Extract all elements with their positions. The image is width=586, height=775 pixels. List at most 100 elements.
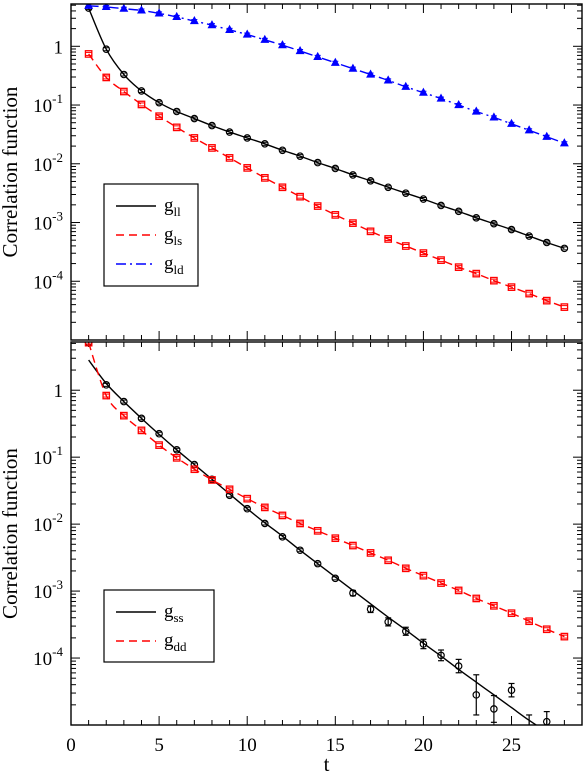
- y-tick-label: 10-1: [33, 443, 63, 469]
- data-point: [401, 189, 410, 197]
- data-point: [137, 87, 146, 95]
- data-point: [366, 227, 375, 236]
- data-point: [330, 57, 340, 66]
- data-point: [383, 75, 393, 84]
- data-point: [295, 45, 305, 55]
- data-point: [507, 283, 516, 291]
- data-point: [437, 651, 445, 660]
- data-point: [120, 70, 128, 79]
- series-gll: [84, 4, 569, 253]
- chart-panel-1: 10-4 10-3 10-2 10-1 1 Correlation function gll…: [0, 3, 583, 341]
- data-point: [207, 20, 217, 29]
- data-point: [454, 662, 463, 670]
- data-point: [419, 249, 428, 257]
- data-point: [137, 100, 146, 109]
- data-point: [490, 601, 498, 610]
- data-point: [172, 446, 181, 454]
- data-point: [84, 4, 94, 9]
- data-point: [120, 87, 128, 96]
- data-point: [243, 134, 252, 142]
- data-point: [278, 40, 287, 49]
- data-point: [119, 4, 129, 12]
- data-point: [366, 605, 375, 613]
- data-point: [313, 202, 322, 210]
- data-point: [384, 235, 393, 243]
- data-point: [155, 441, 163, 449]
- data-point: [102, 73, 111, 82]
- data-point: [454, 207, 463, 216]
- data-point: [260, 174, 269, 182]
- data-point: [296, 152, 304, 160]
- data-point: [313, 158, 322, 167]
- data-point: [208, 121, 216, 130]
- data-point: [419, 195, 428, 203]
- data-point: [524, 125, 534, 134]
- data-point: [384, 556, 393, 565]
- data-point: [366, 177, 375, 185]
- x-tick-label: 10: [238, 735, 257, 756]
- legend-label-gll: gll: [164, 195, 181, 219]
- data-point: [366, 69, 375, 78]
- data-point: [137, 5, 146, 14]
- data-point: [454, 99, 464, 109]
- data-point: [472, 691, 481, 699]
- data-point: [331, 574, 340, 583]
- legend-label-gss: gss: [164, 601, 184, 625]
- series-gld: [84, 4, 569, 147]
- data-point: [261, 519, 269, 528]
- data-point: [189, 15, 199, 25]
- series-line-gll: [87, 7, 565, 250]
- data-point: [102, 391, 111, 400]
- data-point: [137, 414, 146, 423]
- data-point: [507, 686, 516, 694]
- x-tick-label: 25: [502, 735, 521, 756]
- data-point: [225, 128, 234, 136]
- data-point: [296, 192, 304, 201]
- data-point: [242, 29, 252, 38]
- y-tick-label: 1: [54, 37, 64, 58]
- data-point: [313, 526, 322, 535]
- x-tick-label: 15: [326, 735, 345, 756]
- data-point: [190, 114, 199, 123]
- data-point: [542, 131, 552, 140]
- data-point: [137, 426, 146, 435]
- data-point: [418, 87, 428, 96]
- data-point: [225, 24, 235, 33]
- legend: gll gls gld: [103, 183, 199, 287]
- legend-label-gld: gld: [164, 253, 184, 277]
- legend-label-gdd: gdd: [164, 630, 187, 654]
- data-point: [155, 98, 163, 107]
- series-gdd: [84, 342, 569, 641]
- x-axis-label: t: [324, 752, 330, 775]
- y-tick-label: 10-2: [33, 150, 63, 176]
- y-axis-label: Correlation function: [0, 86, 22, 257]
- data-point: [84, 50, 93, 58]
- y-tick-label: 10-2: [33, 510, 63, 536]
- y-tick-label: 10-3: [33, 577, 63, 603]
- plot-frame: [70, 3, 583, 341]
- data-point: [437, 256, 445, 264]
- legend-box: [103, 589, 215, 663]
- data-point: [331, 534, 340, 543]
- data-point: [102, 381, 111, 389]
- data-point: [384, 183, 392, 192]
- data-point: [154, 8, 164, 17]
- data-point: [278, 183, 287, 192]
- series-line-gls: [88, 53, 565, 308]
- plot-area: [84, 4, 569, 311]
- data-point: [436, 93, 446, 102]
- data-point: [260, 34, 270, 43]
- data-point: [225, 154, 234, 162]
- data-point: [313, 51, 323, 60]
- data-point: [490, 705, 498, 713]
- data-point: [190, 134, 199, 142]
- series-gss: [84, 342, 551, 758]
- data-point: [526, 752, 532, 758]
- data-point: [208, 476, 216, 484]
- legend: gss gdd: [103, 589, 215, 663]
- data-point: [225, 485, 234, 494]
- y-tick-label: 10-4: [33, 267, 63, 293]
- data-point: [349, 589, 357, 597]
- data-point: [419, 571, 428, 580]
